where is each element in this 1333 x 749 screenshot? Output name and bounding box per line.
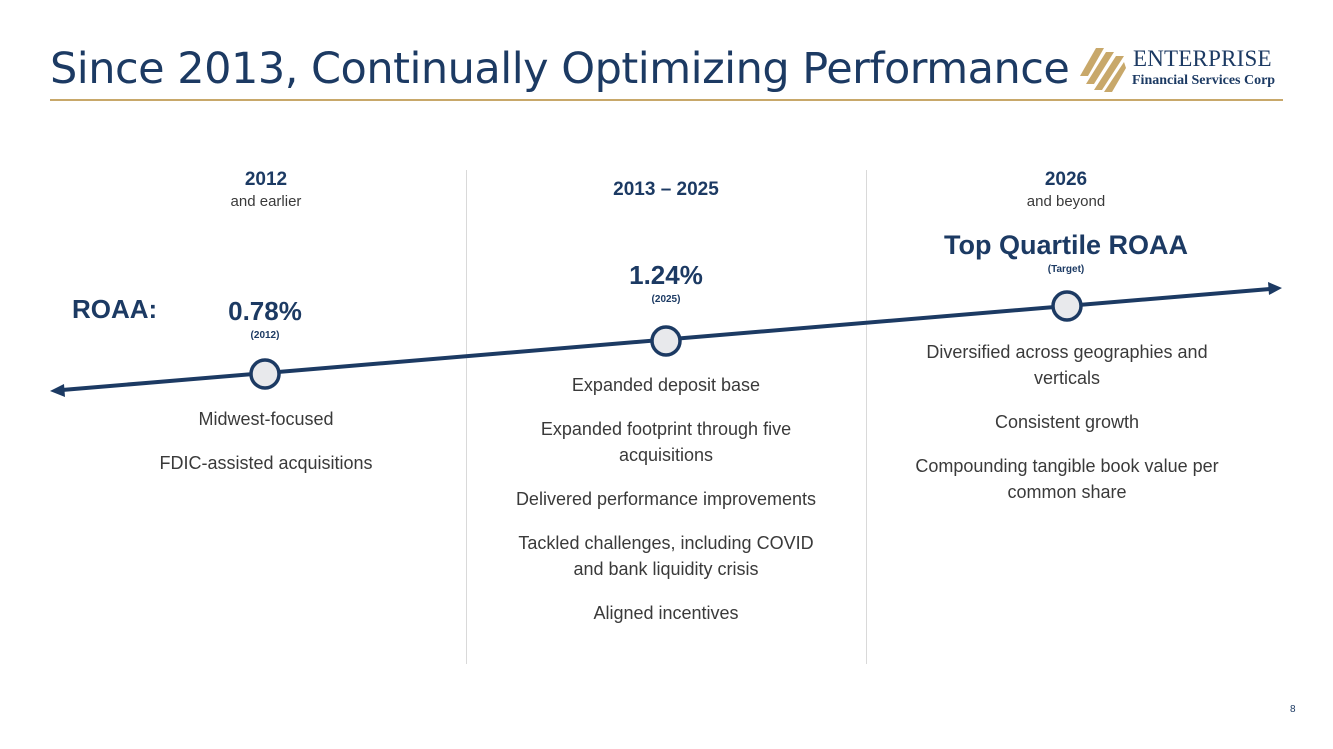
roaa-value: 0.78% [228,296,302,326]
bullet-item: Aligned incentives [593,603,739,623]
company-logo: ENTERPRISE Financial Services Corp [1080,46,1290,96]
roaa-note: (2025) [651,294,681,305]
bullet-item: Delivered performance improvements [515,489,817,509]
roaa-value-2025: 1.24% (2025) [516,259,816,307]
timeline-node-2012 [249,358,281,390]
roaa-value-2012: 0.78% (2012) [115,295,415,343]
page-number: 8 [1290,704,1296,715]
bullets-2013-2025: Expanded deposit base Expanded footprint… [506,372,826,644]
period-year: 2013 – 2025 [613,179,719,200]
page-title: Since 2013, Continually Optimizing Perfo… [50,44,1070,94]
timeline-node-2026 [1051,290,1083,322]
timeline-node-2025 [650,325,682,357]
timeline-arrowhead-left [50,384,65,397]
metric-label: ROAA: [72,294,158,324]
bullet-item: Expanded deposit base [571,375,761,395]
period-subtitle: and earlier [230,193,302,210]
period-header-2013-2025: 2013 – 2025 [466,178,866,202]
bullet-item: Tackled challenges, including COVID and … [518,533,814,579]
bullet-item: Midwest-focused [198,409,334,429]
period-subtitle: and beyond [1026,193,1106,210]
roaa-target-value: Top Quartile ROAA [943,230,1188,260]
bullets-2012: Midwest-focused FDIC-assisted acquisitio… [106,406,426,494]
logo-name: ENTERPRISE [1133,46,1272,71]
roaa-note: (Target) [1047,264,1085,275]
column-divider-right [866,170,867,664]
period-year: 2012 [244,169,288,190]
bullet-item: Compounding tangible book value per comm… [915,456,1219,502]
logo-subtitle: Financial Services Corp [1132,73,1276,88]
period-header-2026: 2026 and beyond [866,168,1266,212]
bullet-item: FDIC-assisted acquisitions [159,453,373,473]
period-year: 2026 [1044,169,1088,190]
bullet-item: Diversified across geographies and verti… [926,342,1208,388]
timeline-arrowhead-right [1268,282,1282,295]
logo-stripes-icon [1080,48,1126,92]
bullet-item: Expanded footprint through five acquisit… [540,419,792,465]
column-divider-left [466,170,467,664]
bullet-item: Consistent growth [994,412,1140,432]
title-underline [50,99,1283,101]
bullets-2026: Diversified across geographies and verti… [907,339,1227,523]
roaa-target: Top Quartile ROAA (Target) [871,229,1261,277]
roaa-value: 1.24% [629,260,703,290]
roaa-note: (2012) [250,330,280,341]
period-header-2012: 2012 and earlier [66,168,466,212]
